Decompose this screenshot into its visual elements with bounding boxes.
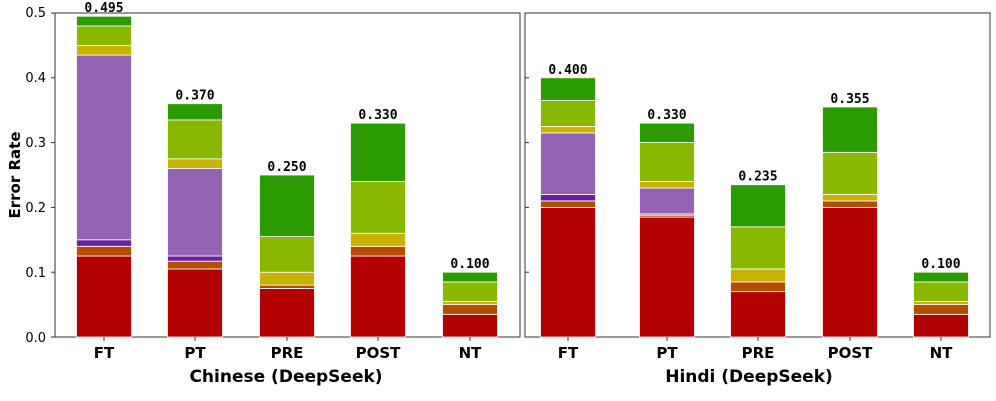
x-tick-label: PT [184, 344, 206, 362]
bar-segment [730, 268, 786, 283]
bar-segment [913, 313, 969, 338]
bar-segment [259, 284, 315, 289]
bar-segment [730, 184, 786, 228]
bar-segment [913, 304, 969, 315]
bar-total-label: 0.400 [548, 63, 587, 78]
bar-segment [442, 281, 498, 302]
y-tick-label: 0.1 [25, 266, 46, 281]
bar-segment [442, 271, 498, 283]
bar-segment [442, 304, 498, 315]
bar-segment [913, 281, 969, 302]
y-tick-label: 0.0 [25, 331, 46, 346]
bar-total-label: 0.370 [175, 89, 214, 104]
bar-segment [259, 174, 315, 237]
bar-segment [639, 122, 695, 144]
bar-total-label: 0.250 [267, 160, 306, 175]
bar-segment [76, 255, 132, 338]
bar-segment [167, 260, 223, 270]
bar-segment [540, 132, 596, 195]
x-tick-label: PRE [271, 344, 304, 362]
x-tick-label: PT [656, 344, 678, 362]
x-axis-title-hindi: Hindi (DeepSeek) [665, 367, 833, 387]
x-tick-label: POST [356, 344, 402, 362]
y-tick-label: 0.5 [25, 6, 46, 21]
bar-segment [167, 103, 223, 121]
bar-segment [350, 181, 406, 234]
bar-segment [822, 106, 878, 153]
bar-total-label: 0.495 [84, 1, 123, 16]
bar-segment [730, 226, 786, 270]
bar-segment [730, 291, 786, 338]
bar-segment [639, 181, 695, 189]
y-tick-label: 0.3 [25, 136, 46, 151]
bar-segment [350, 122, 406, 182]
bar-segment [540, 126, 596, 134]
bar-segment [259, 287, 315, 338]
bar-segment [822, 194, 878, 202]
y-tick-label: 0.4 [25, 71, 46, 86]
bar-segment [167, 255, 223, 262]
bar-segment [913, 300, 969, 305]
bar-segment [442, 313, 498, 338]
bar-segment [167, 168, 223, 257]
bar-segment [167, 158, 223, 169]
x-tick-label: NT [930, 344, 954, 362]
bar-segment [76, 15, 132, 27]
bar-total-label: 0.235 [738, 170, 777, 185]
bar-segment [822, 151, 878, 195]
x-tick-label: FT [94, 344, 115, 362]
bar-segment [540, 206, 596, 338]
bar-segment [540, 100, 596, 127]
y-axis-ticks-left: 0.0 0.1 0.2 0.3 0.4 0.5 [25, 6, 46, 346]
bar-segment [76, 45, 132, 56]
bar-segment [76, 54, 132, 241]
panel-chinese: FT 0.495 PT 0.370 PRE 0.250 POST 0.330 NT 0.100 [51, 1, 521, 362]
bar-segment [639, 216, 695, 338]
x-tick-label: POST [828, 344, 874, 362]
x-axis-title-chinese: Chinese (DeepSeek) [189, 367, 382, 387]
panel-hindi: FT 0.400 PT 0.330 PRE 0.235 POST 0.355 NT 0.100 [524, 12, 991, 362]
bar-segment [913, 271, 969, 283]
bar-segment [167, 119, 223, 160]
bar-segment [540, 200, 596, 208]
bar-segment [639, 142, 695, 182]
bar-segment [76, 239, 132, 247]
bar-segment [259, 236, 315, 273]
bar-segment [350, 232, 406, 247]
bar-segment [76, 25, 132, 46]
bar-total-label: 0.330 [358, 108, 397, 123]
bar-segment [167, 268, 223, 338]
y-tick-label: 0.2 [25, 201, 46, 216]
bar-segment [442, 300, 498, 305]
x-tick-label: PRE [742, 344, 775, 362]
bar-segment [259, 271, 315, 286]
bar-segment [730, 281, 786, 293]
bar-total-label: 0.100 [450, 257, 489, 272]
bar-segment [540, 77, 596, 101]
bar-segment [76, 245, 132, 257]
bar-segment [350, 255, 406, 338]
bar-segment [639, 187, 695, 215]
x-tick-label: NT [459, 344, 483, 362]
bar-segment [822, 200, 878, 208]
x-tick-label: FT [558, 344, 579, 362]
bar-segment [540, 194, 596, 202]
y-axis-title: Error Rate [6, 132, 24, 219]
bar-total-label: 0.330 [647, 108, 686, 123]
bar-total-label: 0.355 [830, 92, 869, 107]
bar-segment [350, 245, 406, 257]
bar-segment [822, 206, 878, 338]
bar-total-label: 0.100 [921, 257, 960, 272]
